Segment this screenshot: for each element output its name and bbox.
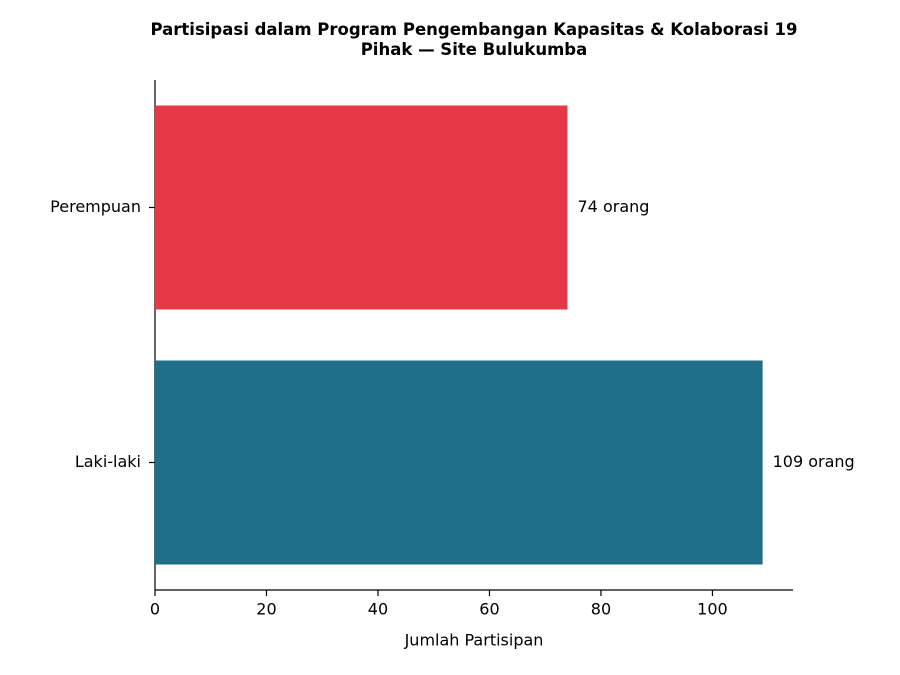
x-tick-label: 20	[256, 600, 276, 619]
value-label: 109 orang	[773, 452, 855, 471]
bar	[155, 360, 763, 565]
y-tick-label: Laki-laki	[75, 452, 141, 471]
x-tick-label: 60	[479, 600, 499, 619]
x-tick-label: 0	[150, 600, 160, 619]
x-tick-label: 40	[368, 600, 388, 619]
y-tick-label: Perempuan	[50, 197, 141, 216]
x-tick-label: 100	[697, 600, 728, 619]
bar	[155, 105, 568, 310]
chart-title: Partisipasi dalam Program Pengembangan K…	[150, 20, 798, 59]
value-label: 74 orang	[578, 197, 650, 216]
x-tick-label: 80	[591, 600, 611, 619]
x-axis-label: Jumlah Partisipan	[404, 631, 544, 650]
